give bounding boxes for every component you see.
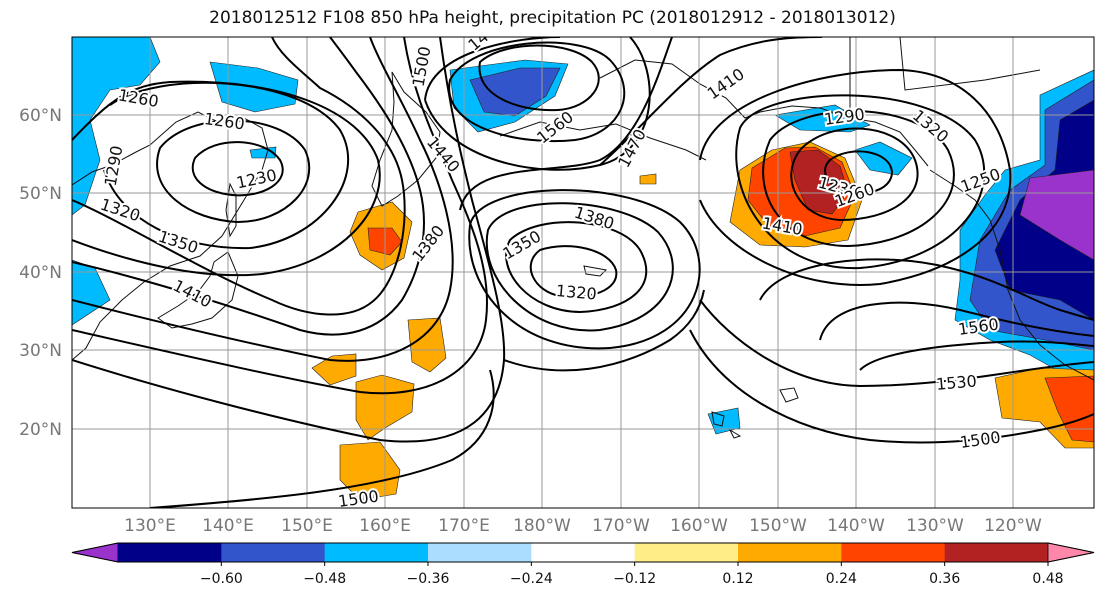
colorbar-label: 0.12 bbox=[722, 571, 753, 587]
coast-hawaii-low bbox=[583, 265, 608, 277]
colorbar-segment bbox=[428, 543, 532, 562]
colorbar-segment bbox=[221, 543, 326, 562]
contour-1410-west bbox=[72, 37, 425, 336]
contour-mid-low-3 bbox=[485, 202, 674, 332]
contour-1530-east bbox=[819, 301, 1094, 341]
colorbar-segment bbox=[324, 543, 429, 562]
colorbar-extend-low bbox=[71, 542, 119, 563]
contour-1500-bottom bbox=[149, 369, 495, 508]
contour-1500-sw bbox=[72, 37, 506, 443]
colorbar-extend-high bbox=[1047, 542, 1095, 563]
coast-kamchatka bbox=[371, 71, 441, 207]
colorbar-label: −0.24 bbox=[510, 571, 553, 587]
lon-label: 150°E bbox=[281, 516, 333, 536]
colorbar-label: −0.36 bbox=[407, 571, 450, 587]
coast-sakhalin bbox=[225, 182, 237, 238]
shade-orange-small bbox=[639, 173, 657, 185]
contour-1440-west bbox=[72, 37, 454, 362]
lon-label: 180°W bbox=[513, 516, 571, 536]
lon-label: 140°W bbox=[827, 516, 885, 536]
colorbar-label: −0.60 bbox=[200, 571, 243, 587]
shade-ne-pac-darkred bbox=[789, 149, 849, 215]
contour-mid-low-1 bbox=[529, 245, 618, 298]
coast-small-loop bbox=[779, 387, 799, 403]
coast-hawaii bbox=[711, 411, 742, 439]
map-frame bbox=[71, 36, 1095, 509]
coastlines bbox=[72, 37, 1094, 439]
contour-1410-long bbox=[599, 37, 823, 166]
coast-alaska bbox=[599, 59, 929, 167]
precip-shading bbox=[72, 37, 1094, 501]
lon-label: 160°E bbox=[359, 516, 411, 536]
contour-low-west-1 bbox=[191, 141, 284, 197]
shade-bering-dark bbox=[469, 67, 561, 117]
colorbar-segment bbox=[118, 543, 222, 562]
contour-high-bering-1 bbox=[478, 44, 600, 112]
contour-1470-mid bbox=[459, 37, 673, 211]
colorbar-label: 0.48 bbox=[1032, 571, 1063, 587]
contour-1410-gulf bbox=[699, 68, 1012, 286]
lon-label: 130°W bbox=[906, 516, 964, 536]
shade-nw-blue bbox=[72, 37, 161, 216]
colorbar-outline bbox=[71, 542, 1095, 563]
lon-label: 130°E bbox=[124, 516, 176, 536]
contour-1500-south bbox=[689, 329, 1094, 444]
lat-label: 20°N bbox=[19, 420, 62, 440]
lat-label: 30°N bbox=[19, 341, 62, 361]
colorbar-segment bbox=[531, 543, 636, 562]
shade-hi-blue bbox=[707, 407, 741, 435]
contour-label: 1560 bbox=[957, 314, 1000, 338]
contour-label: 1320 bbox=[555, 281, 597, 303]
contour-high-bering-2 bbox=[448, 41, 626, 143]
contour-1470-west bbox=[72, 37, 488, 395]
contour-mid-low-2 bbox=[505, 221, 648, 314]
colorbar-segment bbox=[738, 543, 842, 562]
lon-label: 120°W bbox=[984, 516, 1042, 536]
contour-mid-low-4 bbox=[468, 189, 701, 350]
contour-low-west-5 bbox=[72, 37, 406, 316]
colorbar-label: 0.24 bbox=[826, 571, 857, 587]
contour-1560-east bbox=[859, 340, 1094, 371]
lon-label: 170°E bbox=[438, 516, 490, 536]
lon-label: 170°W bbox=[592, 516, 650, 536]
contour-low-gulf-2 bbox=[790, 127, 919, 222]
contour-low-west-2 bbox=[156, 119, 311, 224]
contour-1530-south bbox=[699, 299, 1094, 388]
contour-1530-connector bbox=[503, 289, 705, 372]
lon-label: 160°W bbox=[670, 516, 728, 536]
colorbar-segment bbox=[841, 543, 946, 562]
colorbar-label: 0.36 bbox=[929, 571, 960, 587]
lat-label: 50°N bbox=[19, 184, 62, 204]
colorbar-segment bbox=[944, 543, 1049, 562]
lat-label: 40°N bbox=[19, 263, 62, 283]
contour-label: 1530 bbox=[935, 371, 977, 393]
colorbar: −0.60 −0.48 −0.36 −0.24 −0.12 0.12 0.24 0.36 0.4… bbox=[71, 542, 1095, 587]
latitude-labels: 60°N 50°N 40°N 30°N 20°N bbox=[19, 106, 62, 440]
contour-high-bering-3 bbox=[424, 37, 651, 171]
contour-label: 1500 bbox=[337, 486, 380, 510]
shade-orange-a bbox=[407, 317, 447, 373]
lon-label: 150°W bbox=[749, 516, 807, 536]
gridlines bbox=[72, 37, 1094, 508]
coast-aleutians bbox=[499, 121, 707, 161]
colorbar-label: −0.12 bbox=[613, 571, 656, 587]
contour-1500-east bbox=[759, 258, 1094, 321]
longitude-labels: 130°E 140°E 150°E 160°E 170°E 180°W 170°… bbox=[124, 516, 1042, 536]
colorbar-label: −0.48 bbox=[303, 571, 346, 587]
lon-label: 140°E bbox=[202, 516, 254, 536]
contour-low-gulf-4 bbox=[735, 94, 986, 270]
contour-low-gulf-3 bbox=[762, 110, 955, 248]
map-area: 1260 1260 1230 1290 1320 1350 1380 1410 … bbox=[72, 37, 1094, 510]
lat-label: 60°N bbox=[19, 106, 62, 126]
colorbar-segment bbox=[634, 543, 739, 562]
map-title: 2018012512 F108 850 hPa height, precipit… bbox=[209, 8, 896, 28]
contour-low-west-4 bbox=[72, 80, 381, 277]
height-contours bbox=[72, 37, 1094, 508]
contour-low-gulf-1 bbox=[824, 150, 894, 195]
